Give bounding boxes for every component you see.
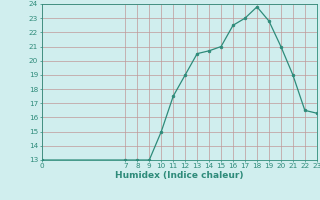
X-axis label: Humidex (Indice chaleur): Humidex (Indice chaleur)	[115, 171, 244, 180]
